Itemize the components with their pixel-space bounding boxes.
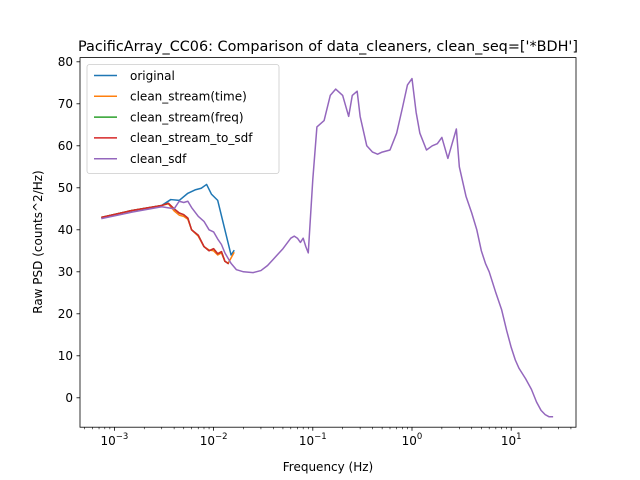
legend-label: clean_sdf [130, 152, 187, 166]
series-line-3 [101, 202, 230, 265]
legend: original clean_stream(time) clean_stream(f… [86, 64, 280, 174]
y-axis-label: Raw PSD (counts^2/Hz) [31, 170, 45, 314]
plot-frame [79, 57, 577, 428]
legend-label: clean_stream(freq) [130, 110, 244, 124]
legend-label: clean_stream_to_sdf [130, 131, 253, 145]
y-tick-label: 10 [58, 349, 73, 363]
y-tick-label: 50 [58, 181, 73, 195]
legend-label: original [130, 69, 175, 83]
y-axis-ticks: 0 10 20 30 40 50 60 70 80 [58, 55, 80, 405]
y-tick-label: 0 [65, 391, 73, 405]
y-tick-label: 40 [58, 223, 73, 237]
legend-label: clean_stream(time) [130, 90, 247, 104]
x-axis-ticks: 10−3 10−2 10−1 100 101 [84, 427, 572, 448]
y-tick-label: 20 [58, 307, 73, 321]
y-tick-label: 70 [58, 97, 73, 111]
series-line-4 [101, 77, 554, 418]
series-layer [101, 77, 554, 418]
x-tick-label: 100 [402, 432, 423, 448]
x-tick-label: 10−2 [200, 432, 228, 448]
x-tick-label: 101 [501, 432, 522, 448]
x-axis-label: Frequency (Hz) [283, 460, 374, 474]
x-tick-label: 10−1 [299, 432, 327, 448]
legend-box [86, 64, 280, 174]
y-tick-label: 60 [58, 139, 73, 153]
y-tick-label: 80 [58, 55, 73, 69]
y-tick-label: 30 [58, 265, 73, 279]
chart-title: PacificArray_CC06: Comparison of data_cl… [78, 39, 578, 55]
x-tick-label: 10−3 [100, 432, 128, 448]
